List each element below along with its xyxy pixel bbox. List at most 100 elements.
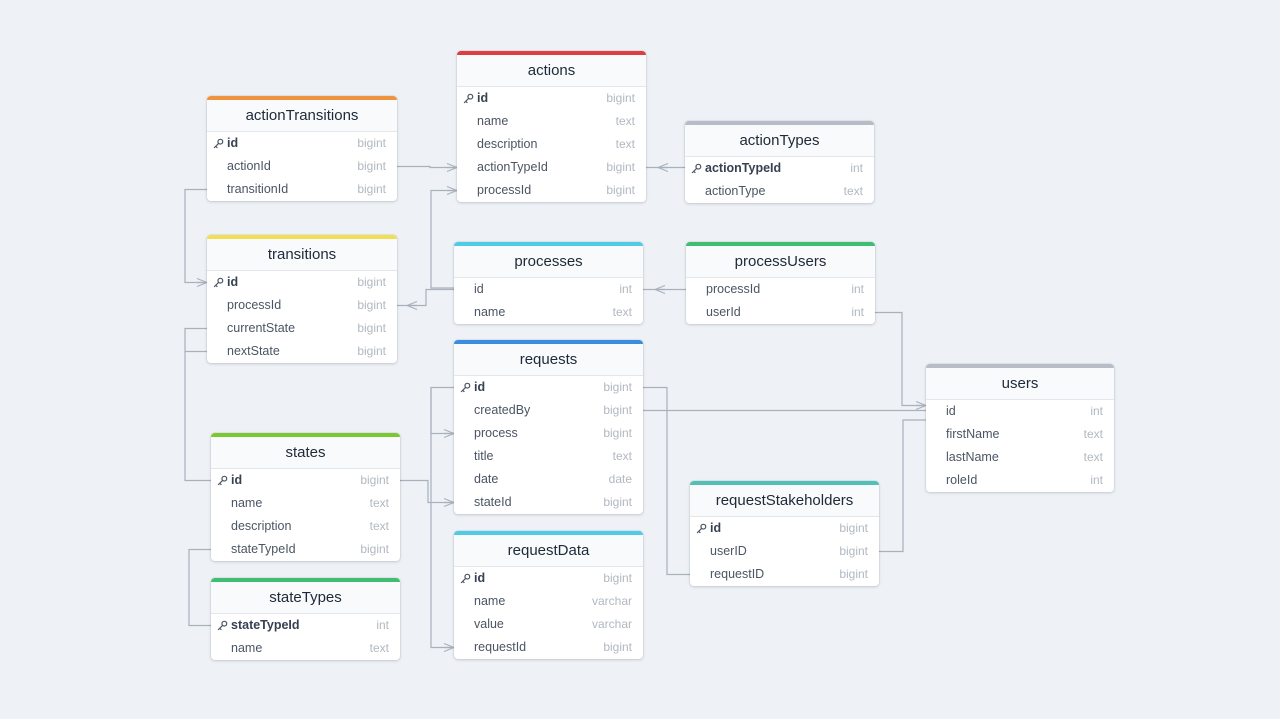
field-row[interactable]: process bigint <box>454 422 643 445</box>
table-requestData[interactable]: requestData id bigint name varchar value varch… <box>454 531 643 659</box>
field-name: value <box>474 617 504 631</box>
field-name: id <box>474 380 486 394</box>
field-row[interactable]: id bigint <box>454 376 643 399</box>
primary-key-icon <box>463 93 474 104</box>
field-row[interactable]: transitionId bigint <box>207 178 397 201</box>
table-requests[interactable]: requests id bigint createdBy bigint process bi… <box>454 340 643 514</box>
table-states[interactable]: states id bigint name text description text sta… <box>211 433 400 561</box>
primary-key-icon <box>217 475 228 486</box>
field-row[interactable]: actionTypeId bigint <box>457 156 646 179</box>
table-title[interactable]: states <box>211 437 400 469</box>
table-accent-bar <box>207 235 397 239</box>
field-row[interactable]: firstName text <box>926 423 1114 446</box>
table-title[interactable]: requests <box>454 344 643 376</box>
field-row[interactable]: id int <box>926 400 1114 423</box>
table-title[interactable]: processUsers <box>686 246 875 278</box>
table-title[interactable]: users <box>926 368 1114 400</box>
field-name: id <box>710 521 722 535</box>
field-row[interactable]: date date <box>454 468 643 491</box>
field-type: varchar <box>591 594 632 608</box>
field-row[interactable]: id bigint <box>454 567 643 590</box>
relationship-line <box>643 386 690 576</box>
field-type: text <box>615 137 635 151</box>
field-row[interactable]: stateId bigint <box>454 491 643 514</box>
field-row[interactable]: userId int <box>686 301 875 324</box>
table-actionTransitions[interactable]: actionTransitions id bigint actionId bigint t… <box>207 96 397 201</box>
field-row[interactable]: processId bigint <box>457 179 646 202</box>
primary-key-icon <box>460 382 471 393</box>
field-row[interactable]: value varchar <box>454 613 643 636</box>
table-title[interactable]: transitions <box>207 239 397 271</box>
table-actions[interactable]: actions id bigint name text description text ac… <box>457 51 646 202</box>
table-title[interactable]: processes <box>454 246 643 278</box>
field-row[interactable]: roleId int <box>926 469 1114 492</box>
field-row[interactable]: name text <box>457 110 646 133</box>
field-name: id <box>474 571 486 585</box>
field-name: id <box>477 91 489 105</box>
field-name: id <box>474 282 484 296</box>
field-type: bigint <box>606 183 635 197</box>
table-accent-bar <box>685 121 874 125</box>
field-type: text <box>612 305 632 319</box>
field-row[interactable]: processId int <box>686 278 875 301</box>
field-row[interactable]: createdBy bigint <box>454 399 643 422</box>
field-type: int <box>1090 404 1103 418</box>
primary-key-icon <box>696 523 707 534</box>
field-name: processId <box>706 282 761 296</box>
field-name: userId <box>706 305 741 319</box>
field-row[interactable]: title text <box>454 445 643 468</box>
field-type: bigint <box>357 275 386 289</box>
field-type: bigint <box>603 571 632 585</box>
table-title[interactable]: requestData <box>454 535 643 567</box>
field-name: transitionId <box>227 182 289 196</box>
field-row[interactable]: id bigint <box>690 517 879 540</box>
field-row[interactable]: id bigint <box>211 469 400 492</box>
field-row[interactable]: id int <box>454 278 643 301</box>
table-actionTypes[interactable]: actionTypes actionTypeId int actionType text <box>685 121 874 203</box>
field-row[interactable]: id bigint <box>207 132 397 155</box>
field-name: processId <box>477 183 532 197</box>
field-row[interactable]: name text <box>454 301 643 324</box>
relationship-line <box>430 386 454 435</box>
field-name: id <box>946 404 956 418</box>
field-row[interactable]: actionType text <box>685 180 874 203</box>
field-row[interactable]: nextState bigint <box>207 340 397 363</box>
table-requestStakeholders[interactable]: requestStakeholders id bigint userID bigint r… <box>690 481 879 586</box>
field-row[interactable]: processId bigint <box>207 294 397 317</box>
field-row[interactable]: actionTypeId int <box>685 157 874 180</box>
table-title[interactable]: stateTypes <box>211 582 400 614</box>
field-row[interactable]: requestId bigint <box>454 636 643 659</box>
table-processes[interactable]: processes id int name text <box>454 242 643 324</box>
table-title[interactable]: requestStakeholders <box>690 485 879 517</box>
field-row[interactable]: userID bigint <box>690 540 879 563</box>
table-users[interactable]: users id int firstName text lastName text roleI… <box>926 364 1114 492</box>
table-title[interactable]: actionTypes <box>685 125 874 157</box>
table-title[interactable]: actionTransitions <box>207 100 397 132</box>
field-name: description <box>231 519 292 533</box>
field-row[interactable]: stateTypeId int <box>211 614 400 637</box>
table-processUsers[interactable]: processUsers processId int userId int <box>686 242 875 324</box>
field-row[interactable]: actionId bigint <box>207 155 397 178</box>
relationship-line <box>430 387 454 649</box>
field-row[interactable]: lastName text <box>926 446 1114 469</box>
field-name: name <box>474 594 506 608</box>
crows-foot-marker <box>654 284 666 295</box>
table-title[interactable]: actions <box>457 55 646 87</box>
table-stateTypes[interactable]: stateTypes stateTypeId int name text <box>211 578 400 660</box>
field-row[interactable]: name varchar <box>454 590 643 613</box>
field-row[interactable]: description text <box>457 133 646 156</box>
field-row[interactable]: description text <box>211 515 400 538</box>
table-accent-bar <box>690 481 879 485</box>
field-row[interactable]: id bigint <box>207 271 397 294</box>
table-transitions[interactable]: transitions id bigint processId bigint curren… <box>207 235 397 363</box>
field-row[interactable]: requestID bigint <box>690 563 879 586</box>
field-row[interactable]: name text <box>211 492 400 515</box>
primary-key-icon <box>213 138 224 149</box>
table-accent-bar <box>207 96 397 100</box>
relationship-line <box>397 165 457 169</box>
field-row[interactable]: name text <box>211 637 400 660</box>
field-name: currentState <box>227 321 296 335</box>
field-row[interactable]: currentState bigint <box>207 317 397 340</box>
field-row[interactable]: id bigint <box>457 87 646 110</box>
field-row[interactable]: stateTypeId bigint <box>211 538 400 561</box>
